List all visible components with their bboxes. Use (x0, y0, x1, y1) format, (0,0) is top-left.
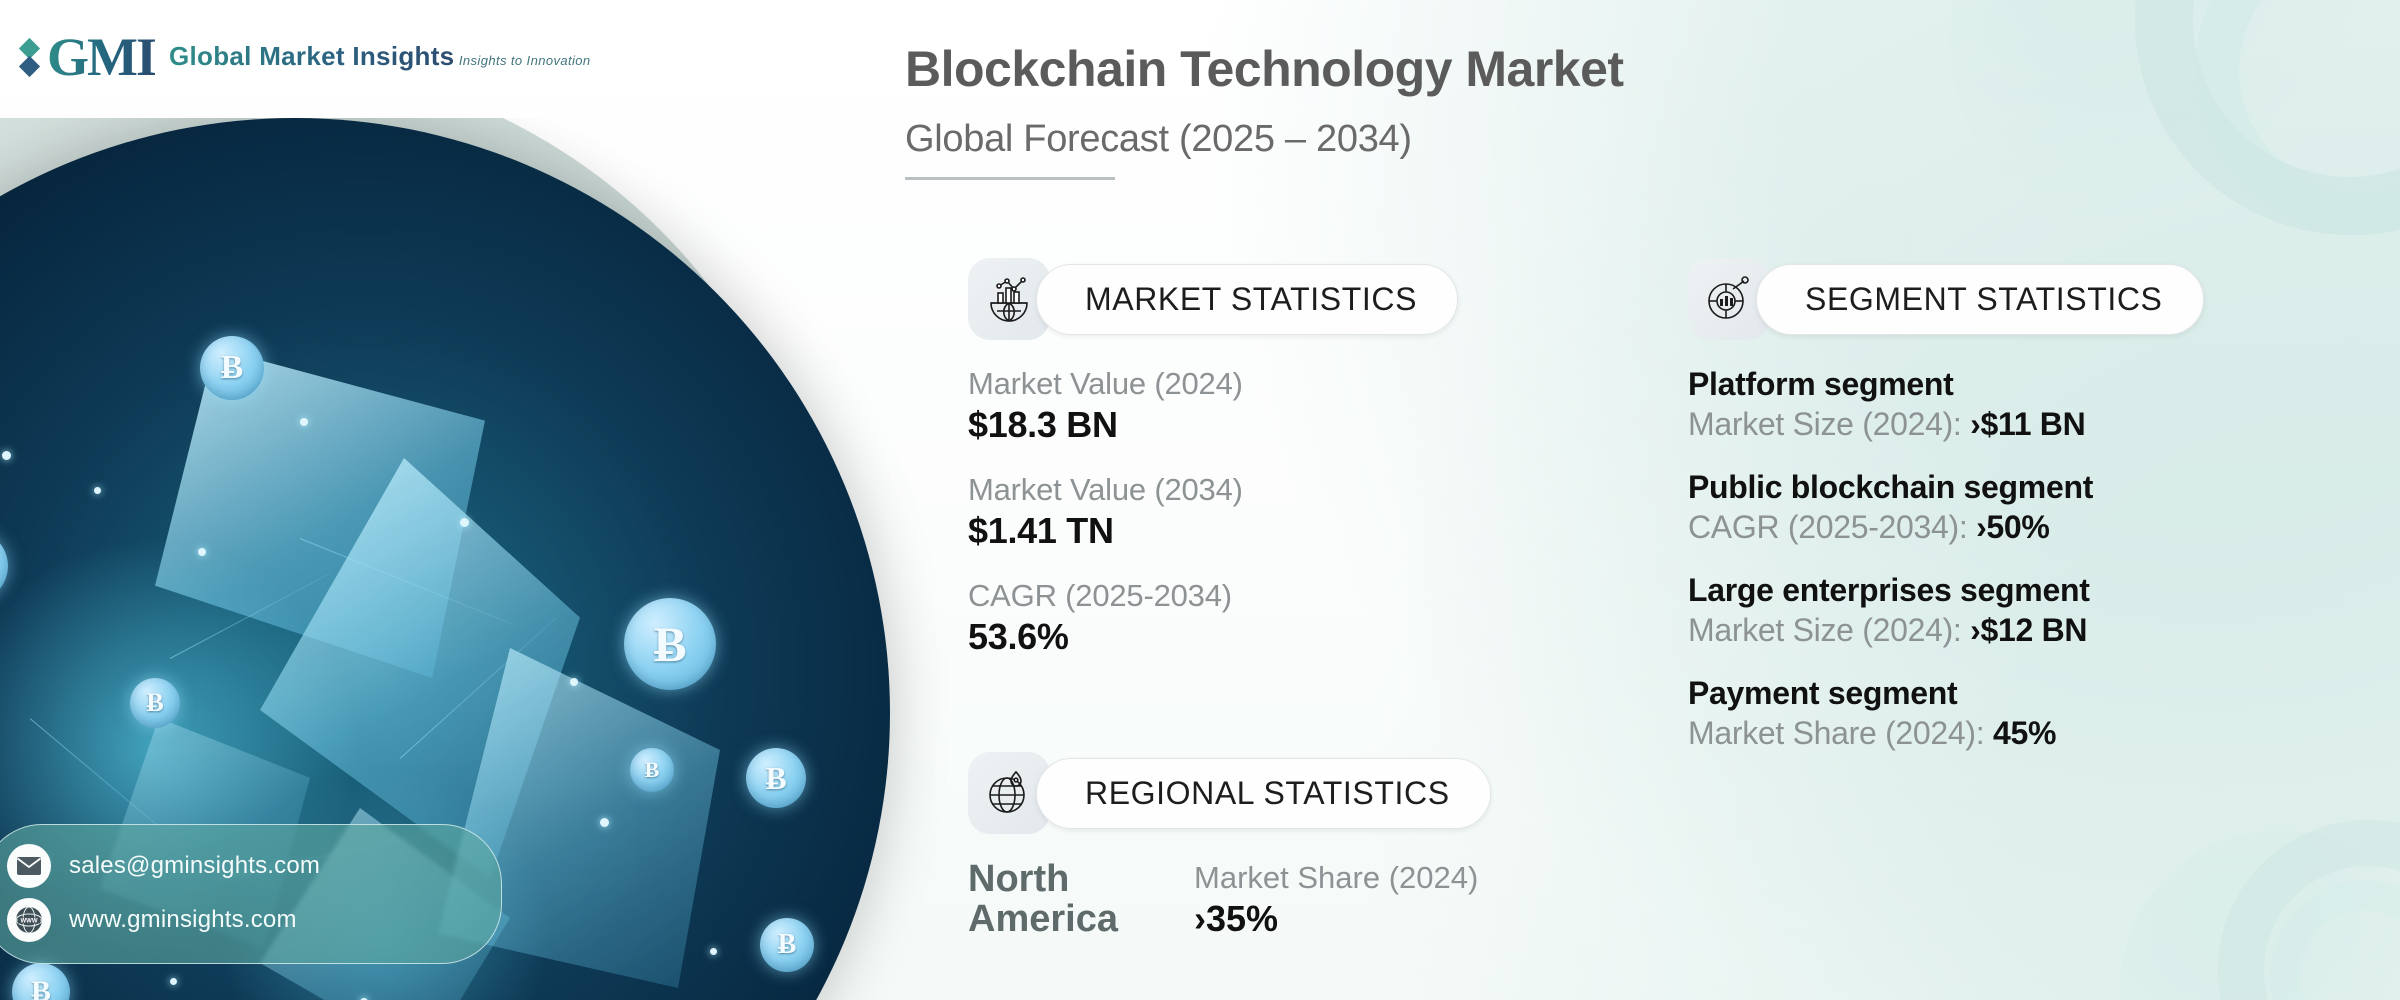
segment-title: Platform segment (1688, 366, 1954, 402)
segment-metric-value: ›$11 BN (1970, 406, 2086, 442)
segment-item: Payment segment Market Share (2024): 45% (1688, 675, 2204, 752)
segment-title: Payment segment (1688, 675, 1958, 711)
segment-statistics-header: SEGMENT STATISTICS (1688, 258, 2204, 340)
segment-metric-label: Market Size (2024): (1688, 612, 1971, 648)
market-stat-value: 53.6% (968, 616, 1069, 657)
regional-statistics-header: REGIONAL STATISTICS (968, 752, 1491, 834)
bitcoin-coin: Ƀ (746, 748, 806, 808)
network-node (300, 418, 308, 426)
market-stat-item: CAGR (2025-2034) 53.6% (968, 578, 1458, 658)
pie-bar-chart-icon (1688, 258, 1770, 340)
segment-metric: Market Size (2024): ›$11 BN (1688, 406, 2204, 443)
segment-metric: Market Share (2024): 45% (1688, 715, 2204, 752)
svg-text:WWW: WWW (21, 919, 38, 925)
region-metric-label: Market Share (2024) (1194, 860, 1479, 895)
regional-statistics-panel: REGIONAL STATISTICS North America Market… (968, 752, 1491, 940)
envelope-icon (7, 844, 51, 888)
market-stat-value: $18.3 BN (968, 404, 1118, 445)
segment-item: Platform segment Market Size (2024): ›$1… (1688, 366, 2204, 443)
regional-statistics-title-pill: REGIONAL STATISTICS (1036, 757, 1491, 829)
bitcoin-coin: Ƀ (200, 336, 264, 400)
segment-title: Public blockchain segment (1688, 469, 2094, 505)
bitcoin-coin: Ƀ (630, 748, 674, 792)
market-stat-label: Market Value (2024) (968, 366, 1243, 401)
contact-website: www.gminsights.com (69, 906, 297, 933)
segment-metric-label: Market Share (2024): (1688, 715, 1993, 751)
brand-logo[interactable]: GMI Global Market Insights Insights to I… (18, 26, 591, 88)
bitcoin-coin: Ƀ (0, 530, 8, 602)
logo-diamond-icon (18, 37, 41, 77)
segment-metric-value: 45% (1992, 715, 2057, 751)
segment-statistics-title: SEGMENT STATISTICS (1805, 280, 2163, 317)
market-stat-label: CAGR (2025-2034) (968, 578, 1232, 613)
segment-item: Public blockchain segment CAGR (2025-203… (1688, 469, 2204, 546)
page-title-block: Blockchain Technology Market Global Fore… (905, 40, 1624, 180)
contact-card: sales@gminsights.com WWW www.gminsights.… (0, 824, 502, 964)
market-statistics-title-pill: MARKET STATISTICS (1036, 263, 1459, 335)
contact-email-row[interactable]: sales@gminsights.com (7, 839, 481, 893)
www-globe-icon: WWW (7, 898, 51, 942)
network-node (198, 548, 206, 556)
market-statistics-title: MARKET STATISTICS (1085, 280, 1418, 317)
market-statistics-panel: MARKET STATISTICS Market Value (2024) $1… (968, 258, 1459, 658)
page-subtitle: Global Forecast (2025 – 2034) (905, 118, 1412, 160)
segment-title: Large enterprises segment (1688, 572, 2090, 608)
logo-text-block: Global Market Insights Insights to Innov… (169, 43, 591, 70)
segment-item: Large enterprises segment Market Size (2… (1688, 572, 2204, 649)
segment-metric: Market Size (2024): ›$12 BN (1688, 612, 2204, 649)
logo-tagline: Insights to Innovation (458, 53, 591, 69)
network-node (600, 818, 609, 827)
bitcoin-coin: Ƀ (130, 678, 180, 728)
region-metric-block: Market Share (2024) ›35% (1194, 860, 1478, 940)
network-node (460, 518, 469, 527)
network-node (710, 948, 717, 955)
regional-stat-item: North America Market Share (2024) ›35% (968, 858, 1491, 940)
title-underline (905, 177, 1115, 180)
contact-email: sales@gminsights.com (69, 852, 321, 879)
contact-website-row[interactable]: WWW www.gminsights.com (7, 893, 481, 947)
globe-bar-chart-icon (968, 258, 1050, 340)
market-stat-label: Market Value (2034) (968, 472, 1243, 507)
market-stat-item: Market Value (2034) $1.41 TN (968, 472, 1458, 552)
segment-metric-value: ›$12 BN (1970, 612, 2088, 648)
network-node (94, 487, 101, 494)
region-name: North America (968, 858, 1118, 940)
segment-metric-label: CAGR (2025-2034): (1688, 509, 1977, 545)
segment-statistics-panel: SEGMENT STATISTICS Platform segment Mark… (1688, 258, 2204, 778)
regional-statistics-title: REGIONAL STATISTICS (1085, 774, 1450, 811)
logo-company-name: Global Market Insights (169, 41, 455, 72)
network-node (360, 998, 368, 1000)
bitcoin-coin: Ƀ (624, 598, 716, 690)
market-statistics-header: MARKET STATISTICS (968, 258, 1459, 340)
segment-metric-value: ›50% (1976, 509, 2050, 545)
logo-mark: GMI (47, 27, 157, 87)
segment-statistics-title-pill: SEGMENT STATISTICS (1756, 263, 2204, 335)
bitcoin-coin: Ƀ (760, 918, 814, 972)
bitcoin-coin: Ƀ (12, 963, 70, 1000)
market-stat-item: Market Value (2024) $18.3 BN (968, 366, 1458, 446)
network-node (170, 978, 177, 985)
market-stat-value: $1.41 TN (968, 510, 1114, 551)
network-node (2, 451, 11, 460)
page-title: Blockchain Technology Market (905, 41, 1624, 97)
region-metric-value: ›35% (1194, 898, 1279, 939)
network-node (570, 678, 578, 686)
segment-metric: CAGR (2025-2034): ›50% (1688, 509, 2204, 546)
segment-metric-label: Market Size (2024): (1688, 406, 1971, 442)
